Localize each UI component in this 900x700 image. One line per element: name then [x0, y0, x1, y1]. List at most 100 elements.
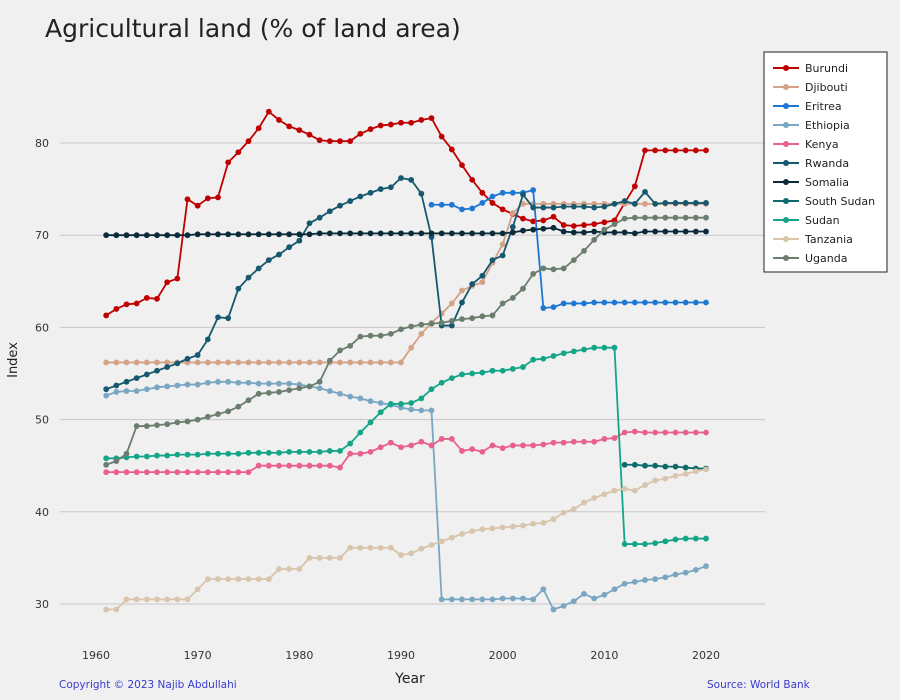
y-tick-labels: 30 40 50 60 70 80	[35, 137, 49, 611]
x-tick-1990: 1990	[387, 649, 415, 662]
source-note: Source: World Bank	[707, 679, 810, 691]
series-burundi	[103, 108, 709, 319]
point-rwanda-2001	[509, 224, 516, 230]
point-eritrea-2005	[550, 304, 557, 311]
point-kenya-1970	[194, 469, 201, 476]
point-burundi-1982	[316, 137, 323, 144]
point-kenya-1980	[296, 462, 303, 469]
point-sudan-1967	[164, 452, 171, 459]
point-kenya-1973	[225, 469, 232, 476]
point-uganda-1980	[296, 385, 303, 392]
point-burundi-2018	[682, 147, 689, 154]
point-ethiopia-1979	[286, 380, 293, 387]
point-eritrea-1993	[428, 201, 435, 208]
point-ethiopia-1977	[265, 380, 272, 387]
point-uganda-1971	[204, 413, 211, 420]
point-uganda-1976	[255, 390, 262, 397]
point-ethiopia-2017	[672, 571, 679, 578]
point-somalia-1979	[286, 231, 293, 238]
point-kenya-1979	[286, 462, 293, 469]
point-sudan-1991	[408, 400, 415, 406]
point-tanzania-1980	[296, 566, 303, 572]
point-kenya-1964	[133, 469, 140, 476]
point-somalia-2018	[682, 228, 689, 235]
point-tanzania-2002	[520, 522, 526, 529]
point-kenya-1994	[438, 436, 445, 442]
point-somalia-2008	[581, 229, 587, 236]
point-uganda-2013	[631, 214, 638, 221]
y-tick-60: 60	[35, 321, 49, 334]
point-sudan-2018	[682, 535, 689, 542]
point-djibouti-1980	[296, 359, 303, 366]
point-ethiopia-2001	[509, 595, 516, 602]
point-rwanda-2002	[520, 191, 526, 198]
point-eritrea-2008	[581, 300, 587, 307]
point-sudan-2003	[530, 356, 537, 363]
point-kenya-2017	[672, 429, 679, 436]
point-sudan-1987	[367, 419, 374, 426]
point-tanzania-2018	[682, 471, 689, 477]
legend-item-djibouti: Djibouti	[773, 81, 848, 94]
line-ethiopia	[105, 380, 707, 611]
point-kenya-1986	[357, 450, 364, 457]
point-rwanda-2000	[499, 252, 506, 259]
point-djibouti-2014	[642, 200, 648, 207]
point-kenya-1965	[143, 469, 150, 476]
point-tanzania-2013	[631, 487, 638, 494]
point-sudan-2008	[581, 346, 587, 353]
point-sudan-1980	[296, 448, 303, 455]
point-rwanda-1981	[306, 220, 313, 227]
point-tanzania-1973	[225, 576, 232, 583]
point-somalia-1976	[255, 231, 262, 238]
point-burundi-1996	[459, 162, 465, 169]
point-rwanda-1995	[448, 322, 455, 329]
point-burundi-1984	[337, 138, 343, 145]
point-eritrea-2004	[540, 305, 547, 311]
point-south-sudan-2012	[621, 461, 628, 468]
point-somalia-1993	[428, 230, 435, 237]
point-uganda-1989	[387, 330, 394, 337]
point-sudan-2007	[570, 348, 577, 355]
point-kenya-1991	[408, 442, 415, 449]
point-somalia-2005	[550, 224, 557, 231]
point-kenya-2015	[652, 429, 659, 436]
point-sudan-1990	[398, 401, 404, 407]
point-kenya-1989	[387, 439, 394, 446]
point-tanzania-1979	[286, 566, 293, 572]
point-somalia-1986	[357, 230, 364, 237]
point-ethiopia-1993	[428, 407, 435, 414]
point-rwanda-2006	[560, 203, 567, 210]
point-tanzania-1966	[154, 596, 160, 603]
point-eritrea-2015	[652, 299, 659, 306]
point-tanzania-1994	[438, 538, 445, 545]
point-rwanda-1966	[154, 367, 160, 374]
point-sudan-2001	[509, 365, 516, 372]
point-rwanda-1986	[357, 193, 364, 200]
point-kenya-1982	[316, 462, 323, 469]
point-uganda-1990	[398, 326, 404, 333]
point-kenya-2009	[591, 438, 598, 445]
point-tanzania-1964	[133, 596, 140, 603]
point-eritrea-2001	[509, 189, 516, 196]
y-axis-label: Index	[6, 342, 21, 378]
point-tanzania-1968	[174, 596, 181, 603]
point-somalia-1997	[469, 230, 476, 237]
point-kenya-1985	[347, 450, 354, 457]
point-ethiopia-1964	[133, 388, 140, 394]
point-sudan-1970	[194, 451, 201, 458]
point-burundi-1968	[174, 275, 181, 282]
point-somalia-1963	[123, 232, 130, 239]
point-uganda-1970	[194, 416, 201, 423]
point-tanzania-1975	[245, 576, 252, 583]
point-uganda-1991	[408, 323, 415, 330]
point-kenya-2003	[530, 442, 537, 449]
point-rwanda-1963	[123, 378, 130, 385]
point-kenya-1968	[174, 469, 181, 476]
point-uganda-2008	[581, 247, 587, 254]
point-ethiopia-1985	[347, 393, 354, 400]
point-rwanda-1964	[133, 375, 140, 382]
point-sudan-2013	[631, 541, 638, 547]
point-uganda-1969	[184, 418, 191, 425]
point-somalia-1996	[459, 230, 465, 237]
point-tanzania-2007	[570, 506, 577, 512]
